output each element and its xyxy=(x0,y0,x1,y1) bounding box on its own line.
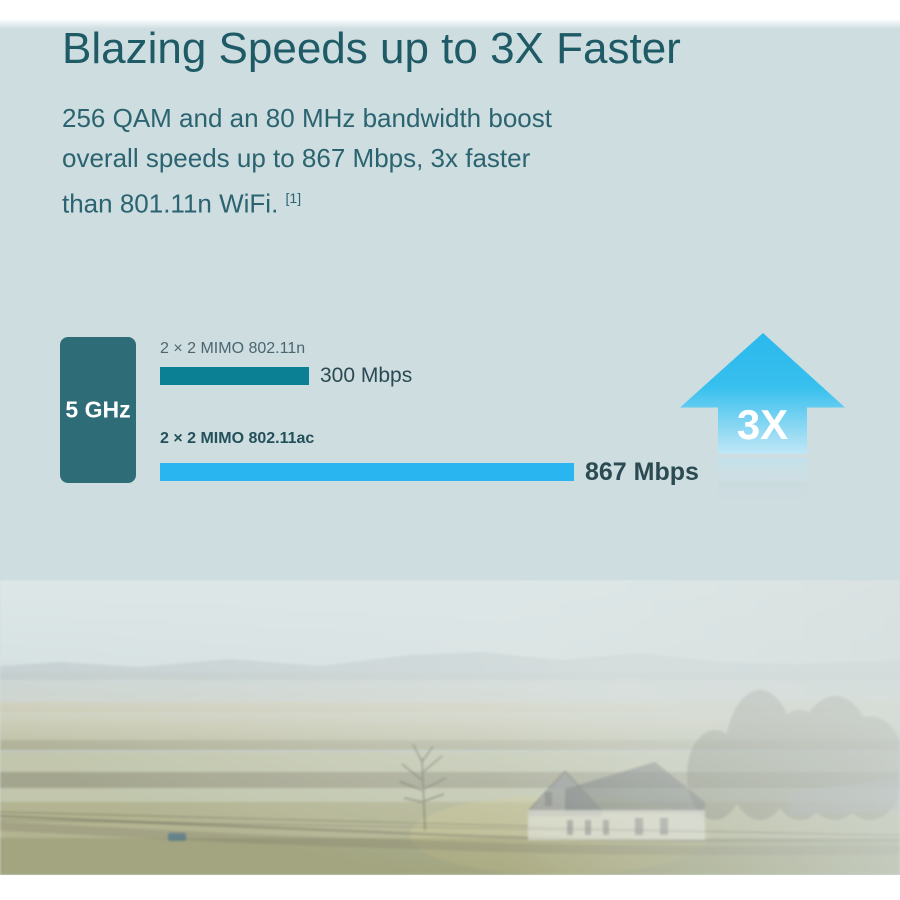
svg-text:3X: 3X xyxy=(737,401,788,448)
